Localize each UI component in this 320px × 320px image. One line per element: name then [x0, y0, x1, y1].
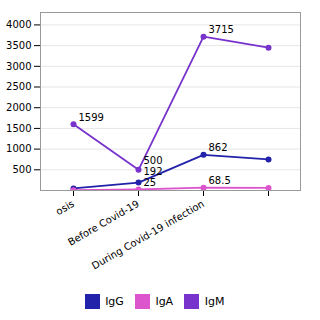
html-text:IgG: IgG	[105, 295, 124, 308]
svg-text:2000: 2000	[6, 102, 31, 113]
svg-text:Before Covid-19: Before Covid-19	[66, 197, 142, 248]
svg-text:25: 25	[144, 177, 157, 188]
svg-text:4000: 4000	[6, 19, 31, 30]
svg-text:500: 500	[144, 155, 163, 166]
svg-text:2500: 2500	[6, 81, 31, 92]
svg-text:3000: 3000	[6, 61, 31, 72]
svg-text:68.5: 68.5	[209, 175, 231, 186]
svg-text:3715: 3715	[209, 24, 234, 35]
svg-text:1599: 1599	[79, 112, 104, 123]
svg-text:1500: 1500	[6, 123, 31, 134]
svg-text:862: 862	[209, 142, 228, 153]
svg-text:1000: 1000	[6, 143, 31, 154]
html-text:IgM: IgM	[204, 295, 225, 308]
svg-text:192: 192	[144, 166, 163, 177]
svg-text:During Covid-19 infection: During Covid-19 infection	[90, 198, 206, 271]
svg-text:3500: 3500	[6, 40, 31, 51]
svg-text:osis: osis	[54, 198, 76, 217]
svg-text:500: 500	[12, 164, 31, 175]
html-text:IgA: IgA	[155, 295, 174, 308]
